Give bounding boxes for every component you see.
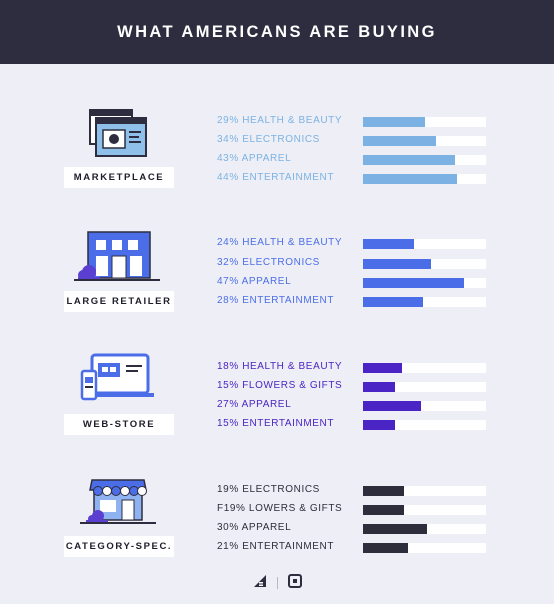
section-large-retailer: LARGE RETAILER 24% HEALTH & BEAUTY 32% E… xyxy=(0,228,554,338)
bar-track xyxy=(363,486,486,496)
bar-label: 47% APPAREL xyxy=(217,276,292,287)
bar-track xyxy=(363,297,486,307)
bar-row: F19% LOWERS & GIFTS xyxy=(0,503,554,516)
bar-fill xyxy=(363,136,436,146)
bar-track xyxy=(363,117,486,127)
bar-fill xyxy=(363,117,426,127)
bar-fill xyxy=(363,524,428,534)
category-store-icon xyxy=(72,476,162,534)
bar-row: 44% ENTERTAINMENT xyxy=(0,172,554,185)
header-banner: WHAT AMERICANS ARE BUYING xyxy=(0,0,554,64)
bar-fill xyxy=(363,543,408,553)
bar-label: 29% HEALTH & BEAUTY xyxy=(217,115,343,126)
bar-fill xyxy=(363,401,421,411)
bar-track xyxy=(363,239,486,249)
bar-fill xyxy=(363,382,396,392)
marketplace-icon xyxy=(72,108,162,166)
bar-track xyxy=(363,363,486,373)
bar-fill xyxy=(363,155,456,165)
group-label: MARKETPLACE xyxy=(64,167,174,188)
bar-track xyxy=(363,174,486,184)
web-store-icon xyxy=(72,353,162,411)
bar-label: 15% FLOWERS & GIFTS xyxy=(217,380,343,391)
bar-track xyxy=(363,136,486,146)
bar-track xyxy=(363,155,486,165)
footer-logos xyxy=(0,573,554,593)
bar-label: 30% APPAREL xyxy=(217,522,292,533)
bar-label: 18% HEALTH & BEAUTY xyxy=(217,361,343,372)
bar-track xyxy=(363,278,486,288)
group-label: WEB-STORE xyxy=(64,414,174,435)
section-web-store: WEB-STORE 18% HEALTH & BEAUTY 15% FLOWER… xyxy=(0,351,554,461)
bar-fill xyxy=(363,297,423,307)
bar-row: 15% FLOWERS & GIFTS xyxy=(0,380,554,393)
bar-label: 32% ELECTRONICS xyxy=(217,257,320,268)
bar-fill xyxy=(363,259,432,269)
bar-label: 44% ENTERTAINMENT xyxy=(217,172,335,183)
bar-row: 21% ENTERTAINMENT xyxy=(0,541,554,554)
bar-fill xyxy=(363,505,404,515)
section-category-spec: CATEGORY-SPEC. 19% ELECTRONICS F19% LOWE… xyxy=(0,474,554,584)
bar-row: 47% APPAREL xyxy=(0,276,554,289)
bar-label: 43% APPAREL xyxy=(217,153,292,164)
bar-row: 30% APPAREL xyxy=(0,522,554,535)
bar-fill xyxy=(363,486,404,496)
bar-row: 18% HEALTH & BEAUTY xyxy=(0,361,554,374)
bar-track xyxy=(363,420,486,430)
bar-row: 24% HEALTH & BEAUTY xyxy=(0,237,554,250)
bar-fill xyxy=(363,420,396,430)
bar-row: 19% ELECTRONICS xyxy=(0,484,554,497)
bar-label: 15% ENTERTAINMENT xyxy=(217,418,335,429)
bar-label: 24% HEALTH & BEAUTY xyxy=(217,237,343,248)
bar-track xyxy=(363,524,486,534)
bar-row: 43% APPAREL xyxy=(0,153,554,166)
bar-track xyxy=(363,543,486,553)
bar-track xyxy=(363,382,486,392)
bar-row: 15% ENTERTAINMENT xyxy=(0,418,554,431)
square-logo-icon xyxy=(287,573,302,593)
bar-label: 34% ELECTRONICS xyxy=(217,134,320,145)
bar-fill xyxy=(363,239,415,249)
bar-track xyxy=(363,259,486,269)
bar-label: 27% APPAREL xyxy=(217,399,292,410)
bar-label: 28% ENTERTAINMENT xyxy=(217,295,335,306)
bar-label: 21% ENTERTAINMENT xyxy=(217,541,335,552)
page-title: WHAT AMERICANS ARE BUYING xyxy=(117,22,437,41)
group-label: LARGE RETAILER xyxy=(64,291,174,312)
bar-label: 19% ELECTRONICS xyxy=(217,484,320,495)
bar-row: 29% HEALTH & BEAUTY xyxy=(0,115,554,128)
bar-fill xyxy=(363,174,458,184)
bar-fill xyxy=(363,278,464,288)
bar-label: F19% LOWERS & GIFTS xyxy=(217,503,343,514)
bar-row: 28% ENTERTAINMENT xyxy=(0,295,554,308)
group-label: CATEGORY-SPEC. xyxy=(64,536,174,557)
bigcommerce-logo-icon xyxy=(253,574,267,593)
large-retailer-icon xyxy=(72,230,162,288)
bar-row: 34% ELECTRONICS xyxy=(0,134,554,147)
bar-row: 32% ELECTRONICS xyxy=(0,257,554,270)
bar-track xyxy=(363,401,486,411)
bar-row: 27% APPAREL xyxy=(0,399,554,412)
bar-track xyxy=(363,505,486,515)
section-marketplace: MARKETPLACE 29% HEALTH & BEAUTY 34% ELEC… xyxy=(0,104,554,214)
bar-fill xyxy=(363,363,402,373)
logo-divider xyxy=(276,577,278,589)
